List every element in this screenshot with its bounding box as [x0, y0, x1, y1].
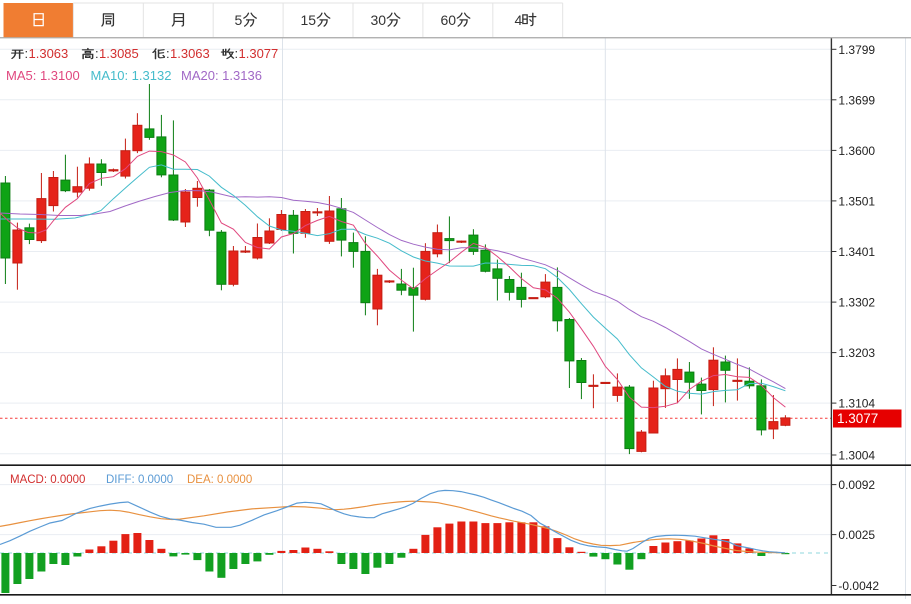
svg-text:1.3077: 1.3077	[837, 411, 878, 426]
svg-text::: :	[25, 46, 29, 61]
svg-text:4: 4	[515, 12, 523, 28]
svg-text::: :	[166, 46, 170, 61]
svg-text:1.3077: 1.3077	[239, 46, 279, 61]
svg-text::: :	[235, 46, 239, 61]
svg-text::: :	[95, 46, 99, 61]
svg-text:1.3600: 1.3600	[838, 144, 875, 158]
svg-text:-0.0042: -0.0042	[838, 579, 879, 593]
svg-text:1.3302: 1.3302	[838, 296, 875, 310]
svg-text:60: 60	[441, 12, 457, 28]
svg-text:MA5: 1.3100: MA5: 1.3100	[6, 68, 80, 83]
svg-text:1.3063: 1.3063	[170, 46, 210, 61]
svg-text:1.3401: 1.3401	[838, 245, 875, 259]
svg-text:MA10: 1.3132: MA10: 1.3132	[91, 68, 172, 83]
svg-text:DEA: 0.0000: DEA: 0.0000	[187, 474, 252, 486]
svg-text:1.3501: 1.3501	[838, 194, 875, 208]
svg-text:1.3203: 1.3203	[838, 346, 875, 360]
svg-text:1.3799: 1.3799	[838, 43, 875, 57]
svg-text:30: 30	[371, 12, 387, 28]
svg-text:0.0025: 0.0025	[838, 528, 875, 542]
svg-text:15: 15	[301, 12, 317, 28]
svg-text:1.3104: 1.3104	[838, 397, 875, 411]
svg-text:1.3004: 1.3004	[838, 449, 875, 463]
svg-text:1.3063: 1.3063	[29, 46, 69, 61]
svg-text:1.3085: 1.3085	[99, 46, 139, 61]
svg-text:0.0092: 0.0092	[838, 478, 875, 492]
svg-text:5: 5	[235, 12, 243, 28]
svg-text:DIFF: 0.0000: DIFF: 0.0000	[106, 474, 173, 486]
svg-text:MACD: 0.0000: MACD: 0.0000	[10, 474, 85, 486]
svg-text:1.3699: 1.3699	[838, 93, 875, 107]
svg-text:MA20: 1.3136: MA20: 1.3136	[181, 68, 262, 83]
